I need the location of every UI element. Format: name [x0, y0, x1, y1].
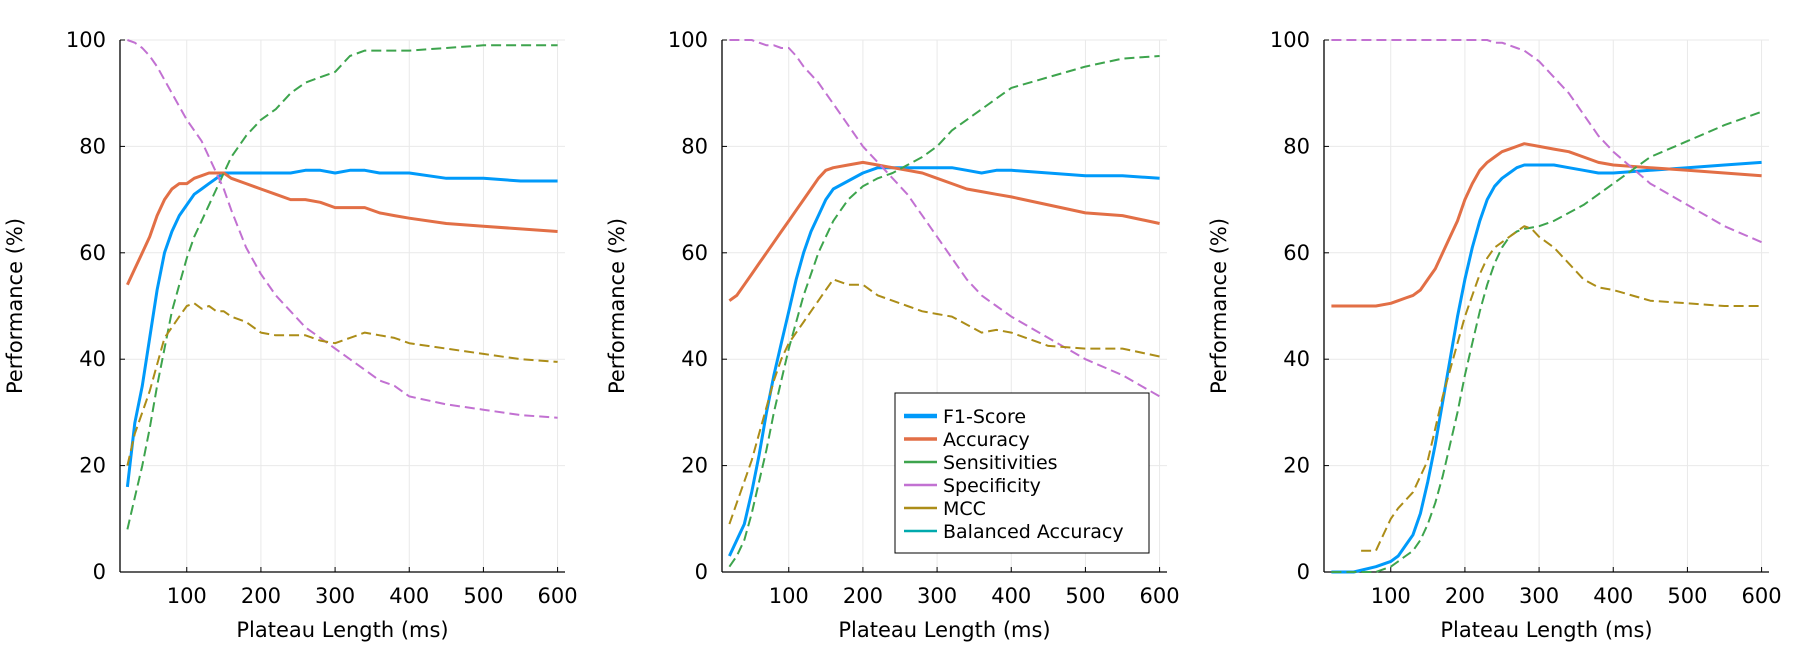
- y-tick-label: 100: [668, 28, 708, 52]
- x-tick-label: 500: [1667, 584, 1707, 608]
- x-tick-label: 600: [1140, 584, 1180, 608]
- y-tick-label: 60: [1283, 241, 1310, 265]
- y-tick-label: 0: [695, 560, 708, 584]
- series-line-mcc: [1361, 225, 1762, 552]
- series-line-accuracy: [1331, 142, 1762, 308]
- x-tick-label: 300: [1519, 584, 1559, 608]
- x-tick-label: 100: [167, 584, 207, 608]
- y-tick-label: 40: [681, 347, 708, 371]
- x-tick-label: 600: [538, 584, 578, 608]
- x-tick-label: 300: [917, 584, 957, 608]
- series-line-specificity: [127, 39, 558, 419]
- y-tick-label: 0: [93, 560, 106, 584]
- y-tick-label: 20: [1283, 454, 1310, 478]
- x-axis-label: Plateau Length (ms): [838, 618, 1050, 642]
- x-axis-label: Plateau Length (ms): [1440, 618, 1652, 642]
- chart-panel-1: 100 200 300 400 500 600 0 20 40 60 80 100 Plateau Le…: [3, 28, 578, 642]
- x-tick-label: 300: [315, 584, 355, 608]
- series-line-specificity: [729, 39, 1161, 398]
- x-tick-label: 600: [1742, 584, 1782, 608]
- x-tick-label: 200: [843, 584, 883, 608]
- y-tick-label: 80: [681, 134, 708, 158]
- y-tick-label: 80: [1283, 134, 1310, 158]
- x-tick-label: 200: [1445, 584, 1485, 608]
- x-tick-label: 400: [1593, 584, 1633, 608]
- series-line-mcc: [728, 278, 1160, 525]
- y-tick-label: 40: [79, 347, 106, 371]
- legend: F1-ScoreAccuracySensitivitiesSpecificity…: [894, 392, 1150, 554]
- x-tick-label: 100: [1371, 584, 1411, 608]
- x-tick-label: 100: [769, 584, 809, 608]
- legend-label: Balanced Accuracy: [943, 521, 1124, 543]
- chart-panel-3: 100 200 300 400 500 600 0 20 40 60 80 100 Plateau Le…: [1207, 28, 1782, 642]
- y-tick-label: 100: [1270, 28, 1310, 52]
- series-line-f1-score: [728, 166, 1160, 557]
- y-tick-label: 20: [681, 454, 708, 478]
- y-tick-label: 60: [681, 241, 708, 265]
- series-line-sensitivities: [1331, 110, 1762, 573]
- y-tick-label: 20: [79, 454, 106, 478]
- x-tick-label: 400: [991, 584, 1031, 608]
- y-axis-label: Performance (%): [3, 218, 27, 394]
- y-axis-label: Performance (%): [605, 218, 629, 394]
- x-tick-label: 500: [463, 584, 503, 608]
- legend-box: [894, 392, 1150, 554]
- legend-label: Accuracy: [943, 429, 1030, 451]
- x-tick-label: 200: [241, 584, 281, 608]
- legend-label: Sensitivities: [943, 452, 1058, 474]
- series-line-mcc: [126, 302, 558, 466]
- series-line-sensitivities: [728, 55, 1160, 568]
- series-line-accuracy: [126, 171, 558, 286]
- series-line-accuracy: [728, 160, 1160, 302]
- x-tick-label: 500: [1065, 584, 1105, 608]
- y-tick-label: 0: [1297, 560, 1310, 584]
- y-tick-label: 60: [79, 241, 106, 265]
- series-line-f1-score: [1331, 160, 1762, 574]
- chart-panel-2: 100 200 300 400 500 600 0 20 40 60 80 100 Plateau Le…: [605, 28, 1180, 642]
- series-line-f1-score: [125, 168, 558, 488]
- legend-label: Specificity: [943, 475, 1041, 497]
- legend-label: MCC: [943, 498, 986, 520]
- y-tick-label: 100: [66, 28, 106, 52]
- y-tick-label: 40: [1283, 347, 1310, 371]
- legend-label: F1-Score: [943, 406, 1026, 428]
- y-tick-label: 80: [79, 134, 106, 158]
- series-line-sensitivities: [126, 44, 558, 530]
- series-line-specificity: [1331, 39, 1762, 244]
- y-axis-label: Performance (%): [1207, 218, 1231, 394]
- x-axis-label: Plateau Length (ms): [236, 618, 448, 642]
- x-tick-label: 400: [389, 584, 429, 608]
